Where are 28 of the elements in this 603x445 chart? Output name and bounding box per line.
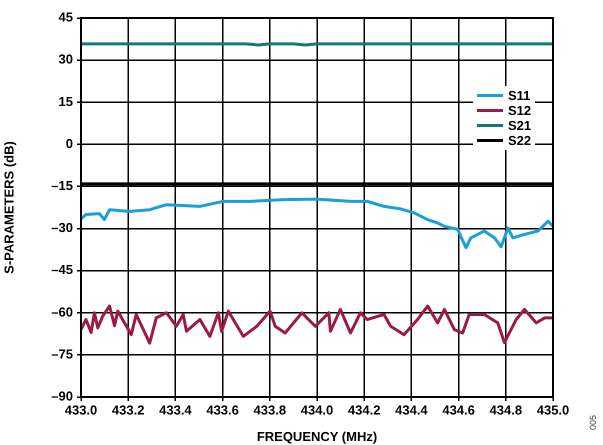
x-tick-label: 434.4 — [395, 402, 428, 418]
y-tick-label: 15 — [58, 94, 73, 109]
x-tick-label: 433.4 — [159, 402, 192, 418]
x-axis-title: FREQUENCY (MHz) — [256, 428, 378, 444]
y-tick-label: –30 — [51, 220, 73, 236]
legend-label: S22 — [508, 133, 532, 148]
y-tick-label: –90 — [51, 388, 73, 404]
legend-label: S21 — [508, 118, 532, 133]
y-tick-label: –45 — [51, 262, 73, 278]
x-tick-label: 435.0 — [536, 402, 570, 418]
x-tick-label: 433.0 — [64, 402, 98, 418]
y-axis-title: S-PARAMETERS (dB) — [1, 141, 16, 274]
x-tick-label: 433.2 — [112, 402, 144, 418]
text: 005 — [588, 414, 598, 430]
x-tick-label: 433.6 — [206, 402, 239, 418]
legend-label: S12 — [508, 103, 532, 118]
y-tick-label: 45 — [58, 10, 73, 25]
y-tick-label: –15 — [51, 178, 73, 194]
x-tick-label: 434.2 — [348, 402, 380, 418]
x-tick-label: 433.8 — [254, 402, 286, 418]
y-tick-label: –75 — [51, 346, 73, 362]
y-tick-label: –60 — [51, 304, 73, 320]
x-tick-label: 434.8 — [490, 402, 522, 418]
x-tick-label: 434.6 — [442, 402, 475, 418]
legend-label: S11 — [508, 88, 530, 103]
x-tick-label: 434.0 — [300, 402, 334, 418]
y-tick-label: 30 — [58, 52, 73, 67]
y-tick-label: 0 — [66, 136, 73, 151]
